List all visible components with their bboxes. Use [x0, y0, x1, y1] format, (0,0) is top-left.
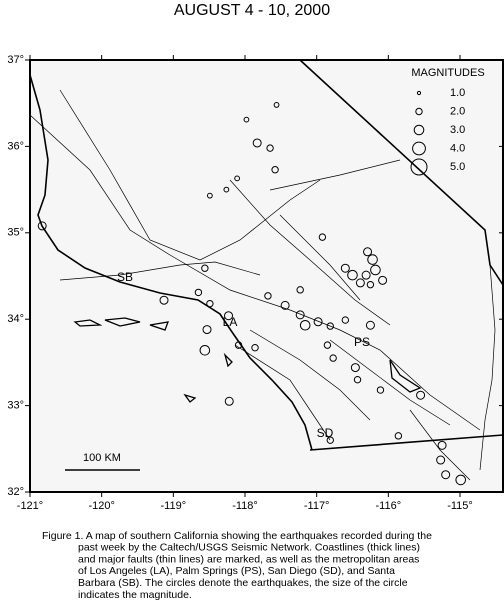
map-lines [29, 59, 504, 481]
earthquake [367, 254, 378, 265]
caption-line: of Los Angeles (LA), Palm Springs (PS), … [78, 565, 395, 577]
earthquake [355, 278, 365, 288]
x-tick-label: -118° [232, 500, 258, 512]
map-area [30, 60, 503, 492]
legend-label: 1.0 [450, 87, 465, 99]
earthquake [326, 436, 334, 444]
caption-line: past week by the Caltech/USGS Seismic Ne… [78, 542, 420, 554]
earthquake [347, 269, 358, 281]
earthquake [416, 390, 426, 400]
salton-sea [389, 359, 422, 393]
earthquake [366, 280, 375, 289]
earthquake [370, 264, 381, 276]
legend-circle [413, 124, 425, 136]
earthquake [159, 295, 169, 305]
map-frame [29, 59, 504, 493]
earthquake [271, 166, 279, 174]
city-label: SB [117, 270, 133, 284]
earthquake [340, 263, 350, 273]
earthquake [234, 341, 243, 349]
earthquake [37, 221, 47, 231]
earthquake [251, 344, 259, 352]
earthquake [243, 116, 250, 123]
earthquake [202, 325, 212, 335]
y-tick-label: 32° [7, 486, 24, 498]
earthquake [363, 247, 373, 257]
earthquake [206, 299, 214, 308]
earthquake [365, 320, 375, 330]
legend-circle [412, 141, 426, 156]
earthquake [194, 288, 203, 297]
earthquake [223, 186, 230, 193]
earthquake [394, 432, 403, 440]
city-label: PS [354, 335, 370, 349]
coastline [29, 74, 313, 451]
earthquake [295, 310, 305, 320]
earthquake [341, 316, 350, 324]
earthquake [326, 322, 334, 330]
x-tick-label: -120° [88, 500, 114, 512]
earthquake [299, 319, 311, 331]
earthquake [361, 270, 371, 280]
caption-line: Barbara (SB). The circles denote the ear… [78, 577, 408, 589]
legend-label: 4.0 [450, 142, 465, 154]
earthquake [437, 440, 447, 450]
earthquake [353, 375, 362, 384]
x-tick-label: -121° [17, 500, 43, 512]
islands [73, 317, 233, 403]
x-tick-label: -116° [376, 500, 402, 512]
x-tick-label: -119° [161, 500, 187, 512]
earthquake [224, 396, 234, 406]
legend-label: 3.0 [450, 124, 465, 136]
earthquake [199, 345, 211, 356]
earthquake [252, 138, 262, 148]
legend-circle [410, 158, 428, 176]
earthquake [350, 363, 360, 373]
earthquake [266, 144, 274, 152]
state-border [299, 59, 504, 286]
earthquake [376, 386, 385, 394]
earthquake [201, 264, 209, 272]
legend-title: MAGNITUDES [411, 67, 484, 79]
mexico-border [309, 434, 504, 451]
caption-line: and major faults (thin lines) are marked… [78, 553, 419, 565]
x-tick-label: -115° [447, 500, 473, 512]
y-tick-label: 36° [7, 140, 24, 152]
x-tick-label: -117° [304, 500, 330, 512]
earthquake [329, 354, 337, 362]
title: AUGUST 4 - 10, 2000 [174, 2, 330, 19]
caption-line: indicates the magnitude. [78, 589, 192, 601]
earthquake [273, 102, 280, 108]
y-tick-label: 33° [7, 400, 24, 412]
earthquake [318, 233, 327, 241]
y-tick-label: 35° [7, 227, 24, 239]
y-tick-label: 37° [7, 54, 24, 66]
earthquake [313, 317, 323, 327]
legend-label: 2.0 [450, 105, 465, 117]
earthquake [441, 470, 451, 480]
earthquake [378, 275, 388, 285]
y-tick-label: 34° [7, 313, 24, 325]
caption-line: Figure 1. A map of southern California s… [42, 530, 432, 542]
earthquake [264, 292, 272, 300]
earthquake [436, 455, 446, 465]
earthquake [234, 175, 241, 182]
legend-circle [415, 107, 423, 116]
city-label: SD [317, 426, 334, 440]
legend-circle [416, 90, 422, 96]
city-label: LA [223, 315, 238, 329]
legend-label: 5.0 [450, 161, 465, 173]
earthquake [296, 286, 304, 294]
earthquake [224, 311, 234, 321]
scale-label: 100 KM [83, 452, 121, 464]
earthquake [206, 192, 213, 199]
earthquake [455, 474, 467, 486]
earthquake [280, 300, 290, 310]
earthquake [323, 341, 332, 349]
